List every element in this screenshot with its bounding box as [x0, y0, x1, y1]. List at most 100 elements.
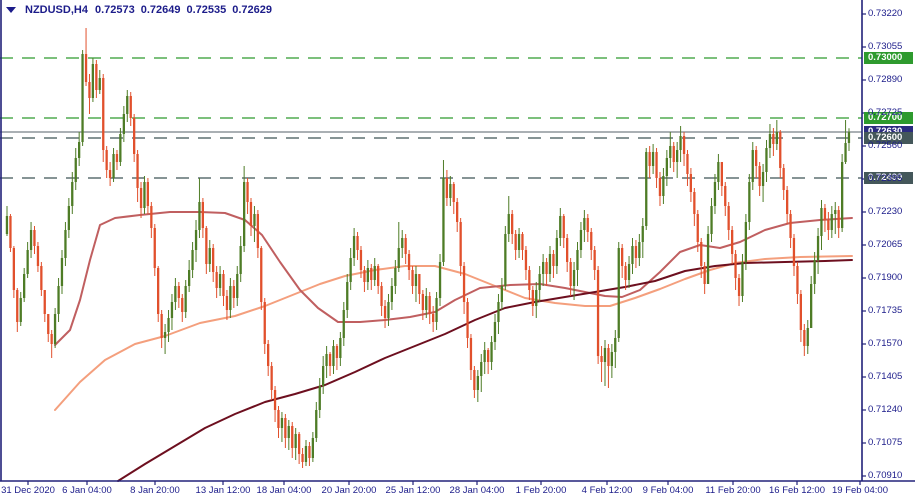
candle-body-down — [837, 210, 840, 228]
candle-body-down — [105, 150, 108, 170]
candle-body-up — [614, 338, 617, 352]
candle-body-down — [16, 290, 19, 322]
price-axis-label: 0.72725 — [868, 107, 903, 118]
candle-body-up — [346, 282, 349, 310]
candle-body-up — [500, 286, 503, 302]
candle-body-down — [466, 302, 469, 338]
price-axis-label: 0.72395 — [868, 173, 903, 184]
candle-body-up — [332, 346, 335, 366]
candle-body-up — [143, 182, 146, 208]
candle-body-up — [641, 226, 644, 242]
candle-body-up — [394, 268, 397, 286]
candle-body-down — [689, 174, 692, 192]
candle-body-up — [761, 172, 765, 186]
candle-body-up — [188, 270, 191, 286]
candle-body-up — [294, 434, 297, 448]
candle-body-down — [731, 230, 734, 254]
candle-body-up — [401, 238, 404, 248]
candle-body-up — [74, 158, 77, 182]
candle-body-down — [263, 302, 266, 344]
candle-body-up — [397, 248, 400, 268]
candle-body-down — [407, 254, 411, 270]
date-axis-label: 4 Feb 12:00 — [581, 485, 633, 496]
candle-body-down — [827, 220, 830, 230]
candle-body-down — [803, 330, 806, 346]
candle-body-down — [528, 270, 531, 290]
candle-body-down — [682, 136, 686, 154]
candle-body-up — [645, 152, 648, 226]
candle-body-down — [260, 248, 263, 302]
candles-layer — [5, 28, 851, 468]
candle-body-down — [277, 410, 280, 428]
candle-body-down — [593, 250, 596, 270]
candle-body-down — [469, 338, 473, 370]
candle-body-up — [442, 178, 445, 262]
candle-body-up — [490, 342, 493, 362]
candle-body-up — [81, 54, 84, 142]
candle-body-down — [356, 236, 359, 250]
bar-close-value: 0.72629 — [232, 4, 273, 16]
candle-body-up — [576, 250, 579, 270]
candle-body-up — [19, 298, 22, 322]
candle-body-up — [64, 230, 67, 258]
candle-body-down — [88, 82, 91, 98]
candle-body-up — [239, 246, 242, 274]
candle-body-up — [662, 176, 665, 196]
level-price-label-0.73000: 0.73000 — [864, 52, 913, 64]
candle-body-down — [36, 246, 40, 266]
candle-body-down — [150, 206, 153, 228]
candle-body-up — [706, 234, 710, 284]
symbol-timeframe-label: NZDUSD,H4 — [25, 4, 88, 16]
candle-body-up — [542, 262, 545, 274]
candle-body-down — [799, 294, 802, 330]
candle-body-down — [596, 270, 600, 356]
symbol-dropdown-arrow-icon[interactable] — [6, 7, 16, 13]
price-axis-label: 0.71570 — [868, 338, 903, 349]
candle-body-up — [60, 258, 64, 286]
date-axis-label: 1 Feb 20:00 — [515, 485, 567, 496]
date-axis-label: 6 Jan 04:00 — [62, 485, 112, 496]
candle-body-up — [318, 386, 321, 410]
candle-body-down — [43, 290, 46, 314]
candle-body-down — [308, 446, 311, 458]
candle-body-down — [786, 190, 789, 214]
candle-body-down — [359, 250, 363, 270]
candle-body-down — [50, 334, 53, 344]
candle-body-down — [473, 370, 476, 390]
sma-fast-salmon-line — [54, 255, 853, 411]
candle-body-up — [322, 366, 325, 386]
candle-body-down — [586, 218, 589, 232]
candle-body-down — [634, 246, 638, 258]
candle-body-up — [174, 286, 177, 302]
candle-body-up — [449, 184, 452, 198]
candle-body-up — [710, 206, 713, 234]
candle-body-up — [579, 230, 583, 250]
candle-body-down — [737, 278, 741, 296]
candle-body-down — [256, 214, 259, 248]
price-axis-label: 0.72065 — [868, 239, 903, 250]
candle-body-up — [665, 158, 668, 176]
candle-body-up — [280, 418, 284, 428]
candle-body-down — [9, 216, 12, 248]
candle-body-down — [225, 296, 229, 310]
candle-body-down — [421, 294, 424, 310]
price-axis-label: 0.72890 — [868, 74, 903, 85]
candle-body-down — [487, 350, 490, 362]
candle-body-down — [696, 214, 699, 242]
candle-body-down — [703, 266, 706, 284]
candle-body-up — [816, 236, 820, 260]
price-axis-label: 0.71900 — [868, 272, 903, 283]
candle-body-down — [411, 270, 414, 286]
candle-body-up — [373, 266, 376, 280]
candle-body-down — [380, 286, 383, 306]
candle-body-up — [435, 298, 438, 322]
candle-body-down — [779, 132, 782, 168]
candle-body-up — [414, 274, 418, 286]
candle-body-up — [748, 182, 751, 222]
candle-body-up — [507, 214, 510, 234]
candle-body-down — [569, 262, 572, 286]
candle-body-up — [342, 310, 345, 338]
candle-body-up — [651, 152, 655, 166]
candle-body-up — [744, 222, 747, 262]
